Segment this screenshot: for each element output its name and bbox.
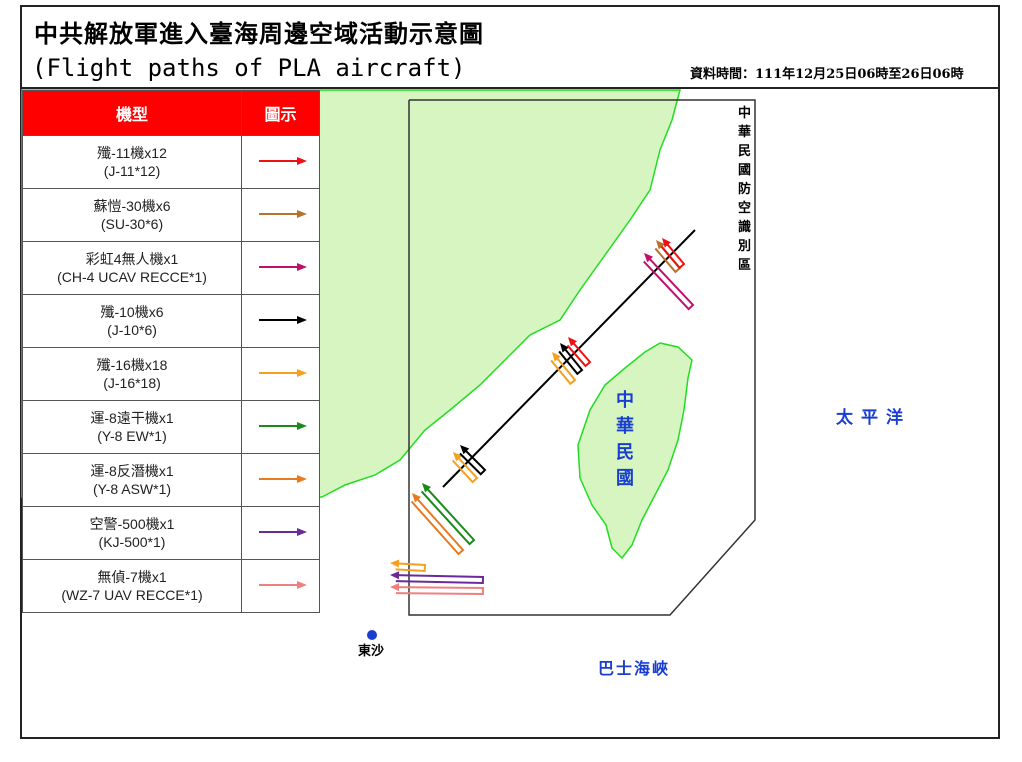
subtitle: (Flight paths of PLA aircraft) — [32, 54, 466, 82]
pacific-label: 太平洋 — [836, 408, 911, 428]
flight-track — [420, 486, 476, 546]
aircraft-zh: 殲-16機x18 — [96, 357, 168, 373]
aircraft-zh: 運-8反潛機x1 — [90, 463, 174, 479]
legend-arrow-icon — [258, 528, 307, 536]
adiz-label: 中華民國防空識別區 — [738, 106, 752, 273]
legend-arrow-icon — [258, 369, 307, 377]
track-arrowhead-icon — [390, 571, 400, 580]
aircraft-type: 運-8遠干機x1 (Y-8 EW*1) — [22, 400, 242, 454]
title: 中共解放軍進入臺海周邊空域活動示意圖 — [34, 19, 484, 48]
track-arrowhead-icon — [644, 253, 654, 263]
flight-track — [451, 455, 479, 484]
aircraft-en: (J-10*6) — [107, 322, 157, 338]
track-arrowhead-icon — [412, 493, 421, 503]
aircraft-en: (KJ-500*1) — [98, 534, 166, 550]
legend-arrow-cell — [241, 506, 320, 560]
aircraft-en: (J-11*12) — [103, 163, 161, 179]
legend-arrow-cell — [241, 188, 320, 242]
legend-row: 運-8遠干機x1 (Y-8 EW*1) — [22, 400, 320, 454]
legend-arrow-icon — [258, 422, 307, 430]
taiwan-island — [577, 342, 693, 560]
track-arrowhead-icon — [453, 452, 463, 462]
legend-row: 彩虹4無人機x1 (CH-4 UCAV RECCE*1) — [22, 241, 320, 295]
legend-header-icon: 圖示 — [241, 90, 320, 136]
legend-arrow-cell — [241, 400, 320, 454]
legend-arrow-icon — [258, 210, 307, 218]
flight-track — [558, 347, 584, 376]
flight-track — [410, 496, 465, 556]
aircraft-en: (WZ-7 UAV RECCE*1) — [61, 587, 203, 603]
header-divider — [20, 87, 1000, 89]
flight-track — [566, 340, 592, 368]
data-time: 資料時間：111年12月25日06時至26日06時 — [690, 67, 964, 82]
aircraft-type: 殲-10機x6 (J-10*6) — [22, 294, 242, 348]
legend-table: 機型 圖示 殲-11機x12 (J-11*12) 蘇愷-30機x6 (SU-30*6)… — [22, 90, 320, 613]
legend-arrow-cell — [241, 241, 320, 295]
bashi-channel-label: 巴士海峽 — [598, 659, 671, 678]
figure-frame — [20, 5, 1000, 739]
aircraft-zh: 運-8遠干機x1 — [90, 410, 174, 426]
track-arrowhead-icon — [422, 483, 432, 493]
aircraft-type: 運-8反潛機x1 (Y-8 ASW*1) — [22, 453, 242, 507]
aircraft-type: 無偵-7機x1 (WZ-7 UAV RECCE*1) — [22, 559, 242, 613]
track-arrowhead-icon — [552, 352, 561, 362]
pratas-dot — [367, 630, 377, 640]
aircraft-en: (SU-30*6) — [100, 216, 164, 232]
legend-arrow-cell — [241, 453, 320, 507]
aircraft-zh: 無偵-7機x1 — [97, 569, 167, 585]
aircraft-type: 殲-11機x12 (J-11*12) — [22, 135, 242, 189]
taiwan-label: 中華民國 — [616, 390, 634, 489]
aircraft-zh: 殲-11機x12 — [97, 145, 167, 161]
aircraft-type: 空警-500機x1 (KJ-500*1) — [22, 506, 242, 560]
flight-track — [395, 562, 427, 573]
legend-arrow-cell — [241, 294, 320, 348]
legend-arrow-icon — [258, 316, 307, 324]
flight-track — [660, 241, 686, 270]
legend-row: 運-8反潛機x1 (Y-8 ASW*1) — [22, 453, 320, 507]
flight-track — [550, 356, 577, 386]
legend-row: 殲-11機x12 (J-11*12) — [22, 135, 320, 189]
flight-track — [395, 586, 485, 596]
legend-row: 殲-16機x18 (J-16*18) — [22, 347, 320, 401]
aircraft-type: 彩虹4無人機x1 (CH-4 UCAV RECCE*1) — [22, 241, 242, 295]
legend-row: 無偵-7機x1 (WZ-7 UAV RECCE*1) — [22, 559, 320, 613]
track-arrowhead-icon — [568, 337, 577, 347]
flight-track — [395, 574, 485, 585]
flight-track — [459, 448, 487, 476]
flight-tracks — [390, 238, 695, 596]
aircraft-zh: 蘇愷-30機x6 — [93, 198, 171, 214]
aircraft-en: (Y-8 ASW*1) — [92, 481, 172, 497]
legend-arrow-icon — [258, 475, 307, 483]
aircraft-zh: 殲-10機x6 — [100, 304, 164, 320]
aircraft-zh: 彩虹4無人機x1 — [85, 251, 179, 267]
track-arrowhead-icon — [390, 559, 400, 568]
track-arrowhead-icon — [656, 240, 665, 250]
flight-track — [643, 256, 695, 311]
legend-arrow-cell — [241, 135, 320, 189]
legend-arrow-icon — [258, 157, 307, 165]
legend-arrow-icon — [258, 581, 307, 589]
pratas-label: 東沙 — [358, 644, 385, 659]
aircraft-en: (CH-4 UCAV RECCE*1) — [57, 269, 207, 285]
median-line — [442, 229, 696, 488]
adiz-boundary — [408, 99, 756, 616]
legend-row: 殲-10機x6 (J-10*6) — [22, 294, 320, 348]
aircraft-en: (Y-8 EW*1) — [97, 428, 167, 444]
aircraft-type: 殲-16機x18 (J-16*18) — [22, 347, 242, 401]
aircraft-en: (J-16*18) — [103, 375, 161, 391]
legend-row: 空警-500機x1 (KJ-500*1) — [22, 506, 320, 560]
track-arrowhead-icon — [460, 445, 470, 455]
legend-row: 蘇愷-30機x6 (SU-30*6) — [22, 188, 320, 242]
legend-arrow-cell — [241, 347, 320, 401]
track-arrowhead-icon — [662, 238, 671, 248]
legend-arrow-cell — [241, 559, 320, 613]
aircraft-zh: 空警-500機x1 — [89, 516, 175, 532]
legend-header-type: 機型 — [22, 90, 242, 136]
aircraft-type: 蘇愷-30機x6 (SU-30*6) — [22, 188, 242, 242]
legend-arrow-icon — [258, 263, 307, 271]
track-arrowhead-icon — [560, 343, 569, 353]
track-arrowhead-icon — [390, 583, 400, 592]
